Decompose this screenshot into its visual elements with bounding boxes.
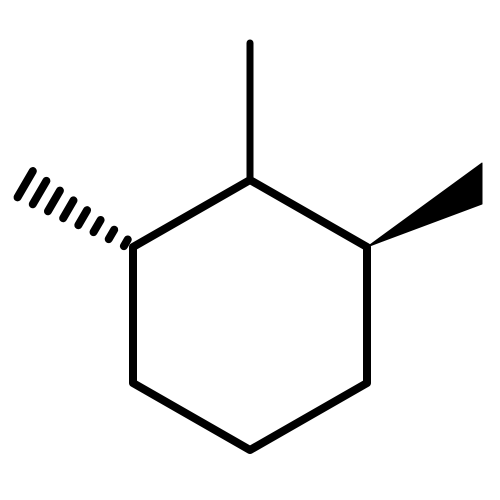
hash-dash <box>124 240 128 247</box>
hash-dash <box>109 230 114 239</box>
molecule-diagram <box>0 0 500 500</box>
